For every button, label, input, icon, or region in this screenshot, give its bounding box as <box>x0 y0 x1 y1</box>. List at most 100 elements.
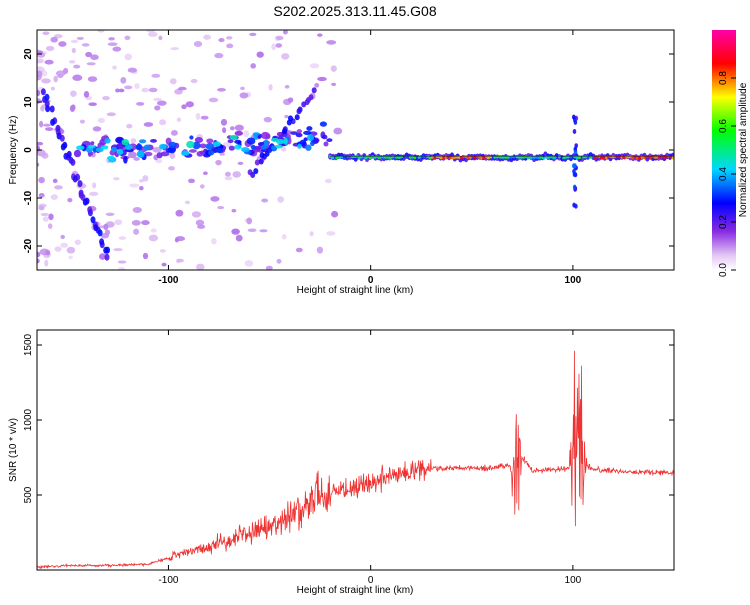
spectrogram-cell <box>306 134 315 142</box>
spectrogram-cell <box>170 47 180 51</box>
spectrogram-cell <box>113 177 120 181</box>
spectrogram-cell <box>50 86 55 91</box>
spectrogram-cell <box>664 155 668 159</box>
spectrogram-cell <box>482 156 486 160</box>
spectrogram-cell <box>433 156 437 160</box>
spectrogram-cell <box>92 182 97 189</box>
spectrogram-cell <box>42 123 51 127</box>
spectrogram-cell <box>290 131 298 135</box>
spectrogram-cell <box>68 156 74 164</box>
spectrogram-cell <box>239 92 249 99</box>
spectrogram-cell <box>326 40 337 45</box>
spectrogram-cell <box>310 140 315 146</box>
spectrogram-cell <box>55 124 61 132</box>
spectrogram-cell <box>185 101 194 108</box>
spectrogram-cell <box>199 184 205 189</box>
spectrogram-cell <box>194 137 204 143</box>
spectrogram-cell <box>217 87 226 92</box>
spectrogram-cell <box>41 78 51 84</box>
spectrogram-cell <box>234 124 244 131</box>
spectrogram-cell <box>116 148 124 155</box>
spectrogram-cell <box>37 258 40 264</box>
spectrogram-cell <box>211 238 217 245</box>
spectrogram-cell <box>246 217 253 225</box>
spectrogram-cell <box>138 139 147 144</box>
spectrogram-cell <box>156 100 167 106</box>
spectrogram-cell <box>132 207 142 213</box>
spectrogram-cell <box>577 156 582 160</box>
spectrogram-cell <box>54 246 62 252</box>
spectrogram-cell <box>330 65 337 72</box>
spectrogram-cell <box>66 246 76 254</box>
spectrogram-cell <box>633 155 637 159</box>
spectrogram-cell <box>203 34 211 40</box>
spectrogram-cell <box>297 143 302 149</box>
spectrogram-cell <box>44 59 54 65</box>
spectrogram-cell <box>219 152 225 156</box>
spectrogram-cell <box>466 156 470 160</box>
spectrogram-cell <box>72 74 83 81</box>
spectrogram-cell <box>357 156 361 160</box>
spectrogram-ytick-label: 0 <box>23 147 34 153</box>
spectrogram-cell <box>104 253 110 261</box>
spectrogram-cell <box>335 156 339 160</box>
spectrogram-cell <box>136 150 145 158</box>
spectrogram-cell <box>295 247 303 253</box>
spectrogram-ytick-label: 20 <box>23 48 34 60</box>
spectrogram-cell <box>270 137 279 142</box>
snr-ytick-label: 1500 <box>23 333 34 356</box>
spectrogram-cell <box>104 138 111 144</box>
spectrogram-cell <box>190 78 198 84</box>
spectrogram-cell <box>225 36 233 40</box>
spectrogram-cell <box>158 35 163 41</box>
snr-plot-area <box>37 330 674 570</box>
spectrogram-cell <box>189 135 194 140</box>
spectrogram-ytick-label: 10 <box>23 96 34 108</box>
spectrogram-cell <box>38 205 45 211</box>
spectrogram-cell <box>265 265 273 270</box>
spectrogram-cell <box>99 238 105 246</box>
spectrogram-cell <box>44 93 50 101</box>
spectrogram-cell <box>375 155 379 159</box>
spectrogram-cell <box>241 147 250 153</box>
spectrogram-cell <box>253 168 259 175</box>
spectrogram-cell <box>572 129 577 134</box>
spectrogram-cell <box>118 236 127 240</box>
spectrogram-cell <box>572 114 576 120</box>
spectrogram-cell <box>216 147 224 153</box>
spectrogram-cell <box>192 141 201 150</box>
spectrogram-cell <box>275 43 283 48</box>
spectrogram-cell <box>56 132 62 140</box>
spectrogram-cell <box>54 185 63 190</box>
spectrogram-cell <box>321 134 328 140</box>
spectrogram-xtick-label: 0 <box>368 275 374 286</box>
spectrogram-cell <box>203 171 208 175</box>
spectrogram-cell <box>134 83 140 89</box>
spectrogram-cell <box>124 35 131 40</box>
spectrogram-cell <box>282 128 287 135</box>
spectrogram-cell <box>453 156 457 160</box>
spectrogram-cell <box>417 156 421 159</box>
spectrogram-cell <box>37 251 41 258</box>
spectrogram-cell <box>50 194 58 200</box>
spectrogram-cell <box>38 176 45 184</box>
spectrogram-marks <box>37 30 674 270</box>
spectrogram-cell <box>250 63 257 69</box>
spectrogram-cell <box>169 152 176 159</box>
spectrogram-cell <box>243 130 250 138</box>
snr-ylabel: SNR (10 * v/v) <box>8 418 19 482</box>
spectrogram-cell <box>247 228 257 233</box>
spectrogram-cell <box>87 209 93 217</box>
spectrogram-cell <box>86 62 96 66</box>
spectrogram-cell <box>177 86 187 91</box>
spectrogram-cell <box>574 203 578 209</box>
spectrogram-cell <box>287 97 294 103</box>
spectrogram-cell <box>115 88 120 93</box>
spectrogram-cell <box>70 90 77 97</box>
spectrogram-cell <box>70 39 79 44</box>
spectrogram-cell <box>199 143 207 149</box>
spectrogram-cell <box>38 193 45 198</box>
spectrogram-cell <box>68 255 73 260</box>
spectrogram-cell <box>277 196 285 203</box>
